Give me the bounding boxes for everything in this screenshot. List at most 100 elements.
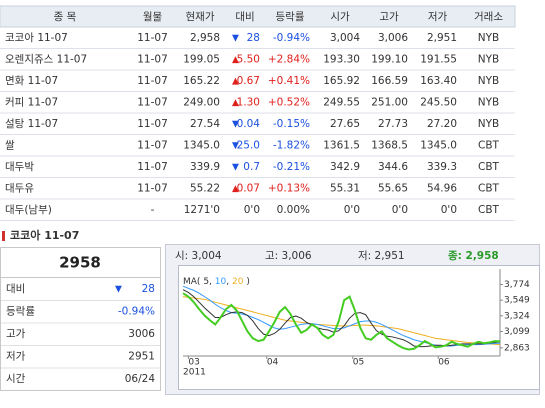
cell-change: 0.07 bbox=[237, 183, 260, 195]
detail-label: 대비 bbox=[6, 283, 25, 295]
column-header: 대비 bbox=[235, 11, 254, 23]
cell-exchange: NYB bbox=[478, 32, 499, 44]
change-arrow: ▲ bbox=[232, 77, 239, 87]
cell-name: 커피 11-07 bbox=[5, 97, 58, 109]
legend-entry: 10 bbox=[215, 277, 227, 287]
detail-value: 2951 bbox=[128, 351, 155, 363]
cell-low: 54.96 bbox=[427, 183, 457, 195]
cell-high: 55.65 bbox=[378, 183, 408, 195]
cell-name: 오렌지쥬스 11-07 bbox=[5, 54, 87, 66]
detail-value: 28 bbox=[142, 283, 155, 295]
cell-low: 339.3 bbox=[427, 161, 457, 173]
year-label: 2011 bbox=[183, 368, 206, 378]
detail-value: 06/24 bbox=[125, 373, 156, 385]
detail-value: -0.94% bbox=[118, 306, 155, 318]
cell-exchange: NYB bbox=[478, 118, 499, 130]
y-tick-label: 3,099 bbox=[504, 327, 530, 337]
detail-label: 시간 bbox=[6, 373, 26, 385]
cell-change: 0.67 bbox=[237, 75, 260, 87]
cell-rate: -0.21% bbox=[273, 161, 310, 173]
column-header: 현재가 bbox=[186, 11, 215, 23]
cell-rate: +0.13% bbox=[268, 183, 310, 195]
cell-exchange: CBT bbox=[478, 183, 500, 195]
cell-month: 11-07 bbox=[137, 75, 168, 87]
cell-name: 대두(남부) bbox=[5, 204, 52, 216]
cell-low: 2,951 bbox=[427, 32, 457, 44]
cell-exchange: NYB bbox=[478, 54, 499, 66]
cell-high: 251.00 bbox=[371, 97, 408, 109]
cell-month: 11-07 bbox=[137, 183, 168, 195]
chart-header-item: 시: 3,004 bbox=[175, 250, 222, 262]
x-tick-label: 04 bbox=[267, 358, 279, 368]
cell-exchange: NYB bbox=[478, 75, 499, 87]
change-arrow: ▲ bbox=[232, 184, 239, 194]
detail-arrow: ▼ bbox=[115, 285, 122, 295]
legend-prefix: MA( bbox=[183, 277, 200, 287]
cell-rate: +0.41% bbox=[268, 75, 310, 87]
cell-low: 27.20 bbox=[427, 118, 457, 130]
cell-change: 1.30 bbox=[237, 97, 260, 109]
cell-month: 11-07 bbox=[137, 54, 168, 66]
cell-high: 199.10 bbox=[371, 54, 408, 66]
cell-name: 쌀 bbox=[5, 140, 15, 152]
cell-high: 0'0 bbox=[392, 204, 408, 216]
series-line bbox=[182, 292, 501, 351]
cell-month: 11-07 bbox=[137, 32, 168, 44]
cell-price: 1271'0 bbox=[184, 204, 220, 216]
cell-high: 166.59 bbox=[371, 75, 408, 87]
cell-low: 245.50 bbox=[420, 97, 457, 109]
cell-open: 193.30 bbox=[323, 54, 360, 66]
cell-name: 코코아 11-07 bbox=[5, 32, 68, 44]
cell-open: 1361.5 bbox=[323, 140, 360, 152]
cell-open: 27.65 bbox=[330, 118, 360, 130]
change-arrow: ▲ bbox=[232, 55, 239, 65]
y-tick-label: 2,863 bbox=[504, 343, 530, 353]
cell-change: 25.0 bbox=[237, 140, 260, 152]
cell-price: 165.22 bbox=[183, 75, 220, 87]
cell-low: 0'0 bbox=[441, 204, 457, 216]
column-header: 고가 bbox=[379, 11, 399, 23]
cell-low: 1345.0 bbox=[420, 140, 457, 152]
cell-price: 55.22 bbox=[190, 183, 220, 195]
change-arrow: ▲ bbox=[232, 98, 239, 108]
legend-suffix: ) bbox=[246, 277, 250, 287]
x-tick-label: 03 bbox=[188, 358, 199, 368]
chart-header-item: 고: 3,006 bbox=[265, 250, 312, 262]
cell-high: 344.6 bbox=[378, 161, 408, 173]
y-tick-label: 3,549 bbox=[504, 296, 530, 306]
cell-exchange: CBT bbox=[478, 140, 500, 152]
cell-month: - bbox=[151, 204, 155, 216]
detail-price-box bbox=[0, 247, 161, 278]
cell-change: 28 bbox=[247, 32, 260, 44]
legend: MA( 5, 10, 20 ) bbox=[183, 277, 250, 287]
y-tick-label: 3,324 bbox=[504, 311, 530, 321]
cell-change: 0.04 bbox=[237, 118, 261, 130]
change-arrow: ▼ bbox=[232, 120, 239, 130]
series-line bbox=[182, 296, 501, 346]
cell-low: 163.40 bbox=[420, 75, 457, 87]
column-header: 거래소 bbox=[474, 11, 503, 23]
cell-price: 1345.0 bbox=[183, 140, 220, 152]
cell-open: 55.31 bbox=[330, 183, 360, 195]
detail-label: 등락률 bbox=[6, 306, 35, 318]
cell-change: 0.7 bbox=[243, 161, 260, 173]
cell-price: 27.54 bbox=[190, 118, 220, 130]
cell-name: 면화 11-07 bbox=[5, 75, 58, 87]
section-marker bbox=[2, 231, 5, 241]
cell-rate: +0.52% bbox=[268, 97, 310, 109]
cell-name: 대두유 bbox=[5, 183, 34, 195]
section-title: 코코아 11-07 bbox=[10, 228, 79, 242]
chart-header-item: 저: 2,951 bbox=[358, 250, 405, 262]
chart-header-item: 종: 2,958 bbox=[448, 250, 499, 262]
legend-separator: , bbox=[226, 277, 229, 287]
cell-high: 3,006 bbox=[378, 32, 408, 44]
column-header: 등락률 bbox=[276, 11, 305, 23]
column-header: 저가 bbox=[428, 11, 448, 23]
detail-label: 저가 bbox=[6, 351, 26, 363]
cell-month: 11-07 bbox=[137, 118, 168, 130]
cell-change: 5.50 bbox=[237, 54, 260, 66]
x-tick-label: 06 bbox=[438, 358, 450, 368]
cell-month: 11-07 bbox=[137, 97, 168, 109]
